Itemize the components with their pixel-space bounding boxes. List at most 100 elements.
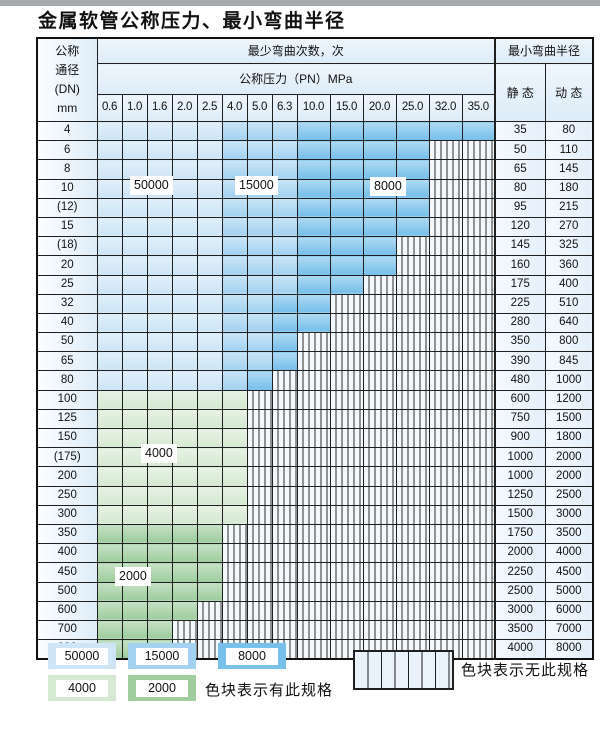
static-radius-cell: 35 (494, 120, 546, 142)
dynamic-radius-cell: 2000 (544, 466, 594, 487)
cycles-cell (121, 351, 148, 372)
dn-cell: 200 (36, 466, 98, 487)
cycles-cell (121, 408, 148, 430)
dynamic-radius-cell: 325 (544, 236, 594, 257)
cycles-cell (171, 523, 198, 545)
no-spec-cell (428, 159, 463, 180)
no-spec-cell (362, 370, 397, 391)
cycles-cell (196, 274, 223, 295)
cycles-cell (96, 312, 123, 334)
no-spec-cell (362, 619, 397, 641)
cycles-cell (221, 159, 248, 180)
pressure-column-header: 0.6 (96, 94, 123, 122)
no-spec-cell (395, 619, 430, 641)
no-spec-cell (461, 485, 496, 506)
no-spec-cell (428, 562, 463, 583)
cycles-cell (196, 120, 223, 142)
no-spec-cell (246, 619, 273, 641)
dynamic-radius-cell: 270 (544, 216, 594, 238)
cycles-cell (271, 159, 298, 180)
static-radius-cell: 600 (494, 389, 546, 410)
cycles-cell (171, 120, 198, 142)
cycles-cell (121, 274, 148, 295)
dn-cell: 15 (36, 216, 98, 238)
corner-line-2: 通径 (55, 63, 80, 77)
cycles-cell (296, 159, 331, 180)
header-row-2: 公称压力（PN）MPa 静 态 动 态 (37, 63, 594, 122)
table-row: 100 600 1200 (36, 389, 594, 410)
cycles-cell (96, 504, 123, 525)
no-spec-cell (329, 523, 364, 545)
cycles-cell (121, 293, 148, 314)
cycles-cell (146, 562, 173, 583)
no-spec-cell (271, 447, 298, 468)
cycles-cell (121, 370, 148, 391)
cycles-cell (96, 389, 123, 410)
no-spec-cell (271, 427, 298, 449)
no-spec-cell (461, 178, 496, 199)
cycle-count-label: 8000 (370, 177, 406, 196)
no-spec-cell (329, 370, 364, 391)
static-radius-cell: 120 (494, 216, 546, 238)
dn-cell: 6 (36, 140, 98, 161)
no-spec-cell (461, 236, 496, 257)
dynamic-column-header: 动 态 (544, 63, 594, 122)
no-spec-cell (395, 543, 430, 564)
table-row: 400 2000 4000 (36, 543, 594, 564)
no-spec-cell (428, 408, 463, 430)
no-spec-cell (428, 274, 463, 295)
dn-cell: 125 (36, 408, 98, 430)
no-spec-cell (395, 351, 430, 372)
static-radius-cell: 280 (494, 312, 546, 334)
table-row: 150 900 1800 (36, 427, 594, 449)
cycles-cell (146, 619, 173, 641)
pressure-column-header: 32.0 (428, 94, 463, 122)
cycles-cell (196, 178, 223, 199)
cycles-cell (121, 639, 148, 660)
cycles-cell (96, 351, 123, 372)
no-spec-cell (246, 523, 273, 545)
cycles-cell (221, 120, 248, 142)
cycles-cell (221, 485, 248, 506)
no-spec-cell (221, 523, 248, 545)
no-spec-cell (428, 581, 463, 602)
dn-cell: 100 (36, 389, 98, 410)
cycles-cell (246, 351, 273, 372)
no-spec-cell (296, 466, 331, 487)
dynamic-radius-cell: 800 (544, 332, 594, 353)
no-spec-cell (246, 427, 273, 449)
cycles-cell (121, 581, 148, 602)
dynamic-radius-cell: 2500 (544, 485, 594, 506)
no-spec-cell (329, 562, 364, 583)
table-row: 350 1750 3500 (36, 523, 594, 545)
no-spec-cell (428, 485, 463, 506)
static-radius-cell: 50 (494, 140, 546, 161)
scanned-page-edge (0, 0, 600, 6)
no-spec-cell (246, 581, 273, 602)
no-spec-cell (271, 581, 298, 602)
no-spec-cell (461, 351, 496, 372)
corner-line-4: mm (57, 101, 78, 115)
cycles-cell (196, 447, 223, 468)
static-radius-cell: 80 (494, 178, 546, 199)
cycles-cell (221, 216, 248, 238)
cycles-cell (196, 255, 223, 276)
table-row: 250 1250 2500 (36, 485, 594, 506)
no-spec-cell (271, 619, 298, 641)
pressure-column-header: 20.0 (362, 94, 397, 122)
cycles-cell (246, 370, 273, 391)
cycles-cell (171, 466, 198, 487)
static-radius-cell: 65 (494, 159, 546, 180)
no-spec-cell (428, 639, 463, 660)
cycles-cell (146, 600, 173, 621)
dynamic-radius-cell: 4500 (544, 562, 594, 583)
cycles-cell (196, 197, 223, 218)
no-spec-cell (196, 619, 223, 641)
no-spec-cell (362, 543, 397, 564)
no-spec-cell (221, 562, 248, 583)
no-spec-cell (461, 255, 496, 276)
pressure-column-header: 35.0 (461, 94, 496, 122)
dn-cell: 500 (36, 581, 98, 602)
no-spec-cell (329, 504, 364, 525)
no-spec-cell (271, 600, 298, 621)
